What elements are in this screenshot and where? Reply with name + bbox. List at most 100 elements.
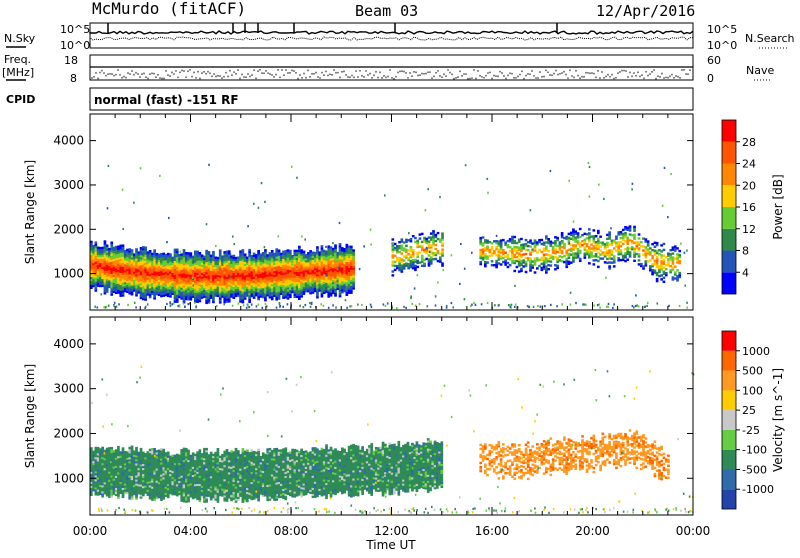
velocity-cell: [119, 451, 122, 453]
power-ytick-label: 2000: [53, 222, 84, 236]
velocity-cell: [113, 450, 116, 452]
velocity-cell: [99, 479, 102, 481]
power-speck: [550, 304, 552, 306]
freq-unit: [MHz]: [2, 66, 34, 79]
power-cell: [430, 256, 433, 258]
velocity-cell: [108, 447, 111, 449]
power-colorbar-label: 28: [742, 136, 756, 149]
power-cell: [529, 245, 532, 247]
power-cell: [242, 249, 245, 251]
power-speck: [370, 229, 372, 231]
velocity-cell: [101, 465, 104, 467]
power-cell: [541, 243, 544, 245]
power-cell: [527, 245, 530, 247]
power-cell: [330, 246, 333, 248]
power-cell: [651, 269, 654, 271]
power-speck: [411, 303, 413, 305]
power-cell: [437, 250, 440, 252]
power-cell: [194, 251, 197, 253]
power-speck: [627, 247, 629, 249]
power-ylabel: Slant Range [km]: [23, 160, 37, 264]
power-cell: [554, 248, 557, 250]
freq-tick-bottom: 8: [70, 72, 77, 85]
velocity-cell: [135, 475, 138, 477]
power-cell: [201, 255, 204, 257]
power-cell: [556, 265, 559, 267]
power-cell: [520, 268, 523, 270]
power-speck: [279, 302, 281, 304]
power-speck: [276, 307, 278, 309]
power-speck: [408, 232, 410, 234]
power-speck: [443, 269, 445, 271]
power-speck: [357, 304, 359, 306]
power-cell: [629, 251, 632, 253]
power-cell: [437, 260, 440, 262]
power-speck: [175, 254, 177, 256]
power-speck: [392, 243, 394, 245]
power-colorbar-swatch: [722, 185, 736, 207]
power-cell: [522, 253, 525, 255]
power-cell: [435, 248, 438, 250]
power-speck: [249, 306, 251, 308]
power-cell: [504, 259, 507, 261]
velocity-cell: [106, 478, 109, 480]
power-cell: [642, 265, 645, 267]
power-cell: [416, 266, 419, 268]
power-speck: [339, 222, 341, 224]
velocity-cell: [95, 473, 98, 475]
power-cell: [502, 249, 505, 251]
power-cell: [645, 260, 648, 262]
power-cell: [294, 250, 297, 252]
power-speck: [607, 306, 609, 308]
power-cell: [663, 243, 666, 245]
power-cell: [672, 256, 675, 258]
power-cell: [678, 250, 681, 252]
power-cell: [412, 249, 415, 251]
power-colorbar-swatch: [722, 142, 736, 164]
power-cell: [660, 274, 663, 276]
power-cell: [403, 255, 406, 257]
power-cell: [638, 259, 641, 261]
power-cell: [401, 258, 404, 260]
power-cell: [597, 252, 600, 254]
power-cell: [419, 261, 422, 263]
power-cell: [493, 250, 496, 252]
power-cell: [414, 241, 417, 243]
power-speck: [303, 306, 305, 308]
power-speck: [514, 306, 516, 308]
power-speck: [599, 303, 601, 305]
power-cell: [626, 259, 629, 261]
power-cell: [629, 225, 632, 227]
nave-label: Nave: [746, 64, 774, 77]
power-cell: [106, 245, 109, 247]
velocity-cell: [119, 459, 122, 461]
power-cell: [407, 239, 410, 241]
power-cell: [642, 249, 645, 251]
power-cell: [346, 244, 349, 246]
power-speck: [299, 288, 301, 290]
power-cell: [228, 250, 231, 252]
power-speck: [417, 274, 419, 276]
power-cell: [547, 238, 550, 240]
power-cell: [586, 233, 589, 235]
power-cell: [647, 240, 650, 242]
power-speck: [632, 183, 634, 185]
power-speck: [180, 251, 182, 253]
power-cell: [574, 244, 577, 246]
power-cell: [593, 235, 596, 237]
power-cell: [520, 238, 523, 240]
power-cell: [620, 259, 623, 261]
power-cell: [556, 245, 559, 247]
power-cell: [545, 245, 548, 247]
power-cell: [140, 247, 143, 249]
power-speck: [215, 289, 217, 291]
power-cell: [574, 230, 577, 232]
power-speck: [575, 302, 577, 304]
power-speck: [521, 261, 523, 263]
velocity-cell: [106, 490, 109, 492]
power-cell: [183, 249, 186, 251]
power-speck: [465, 164, 467, 166]
power-cell: [534, 271, 537, 273]
power-cell: [403, 241, 406, 243]
power-cell: [509, 250, 512, 252]
